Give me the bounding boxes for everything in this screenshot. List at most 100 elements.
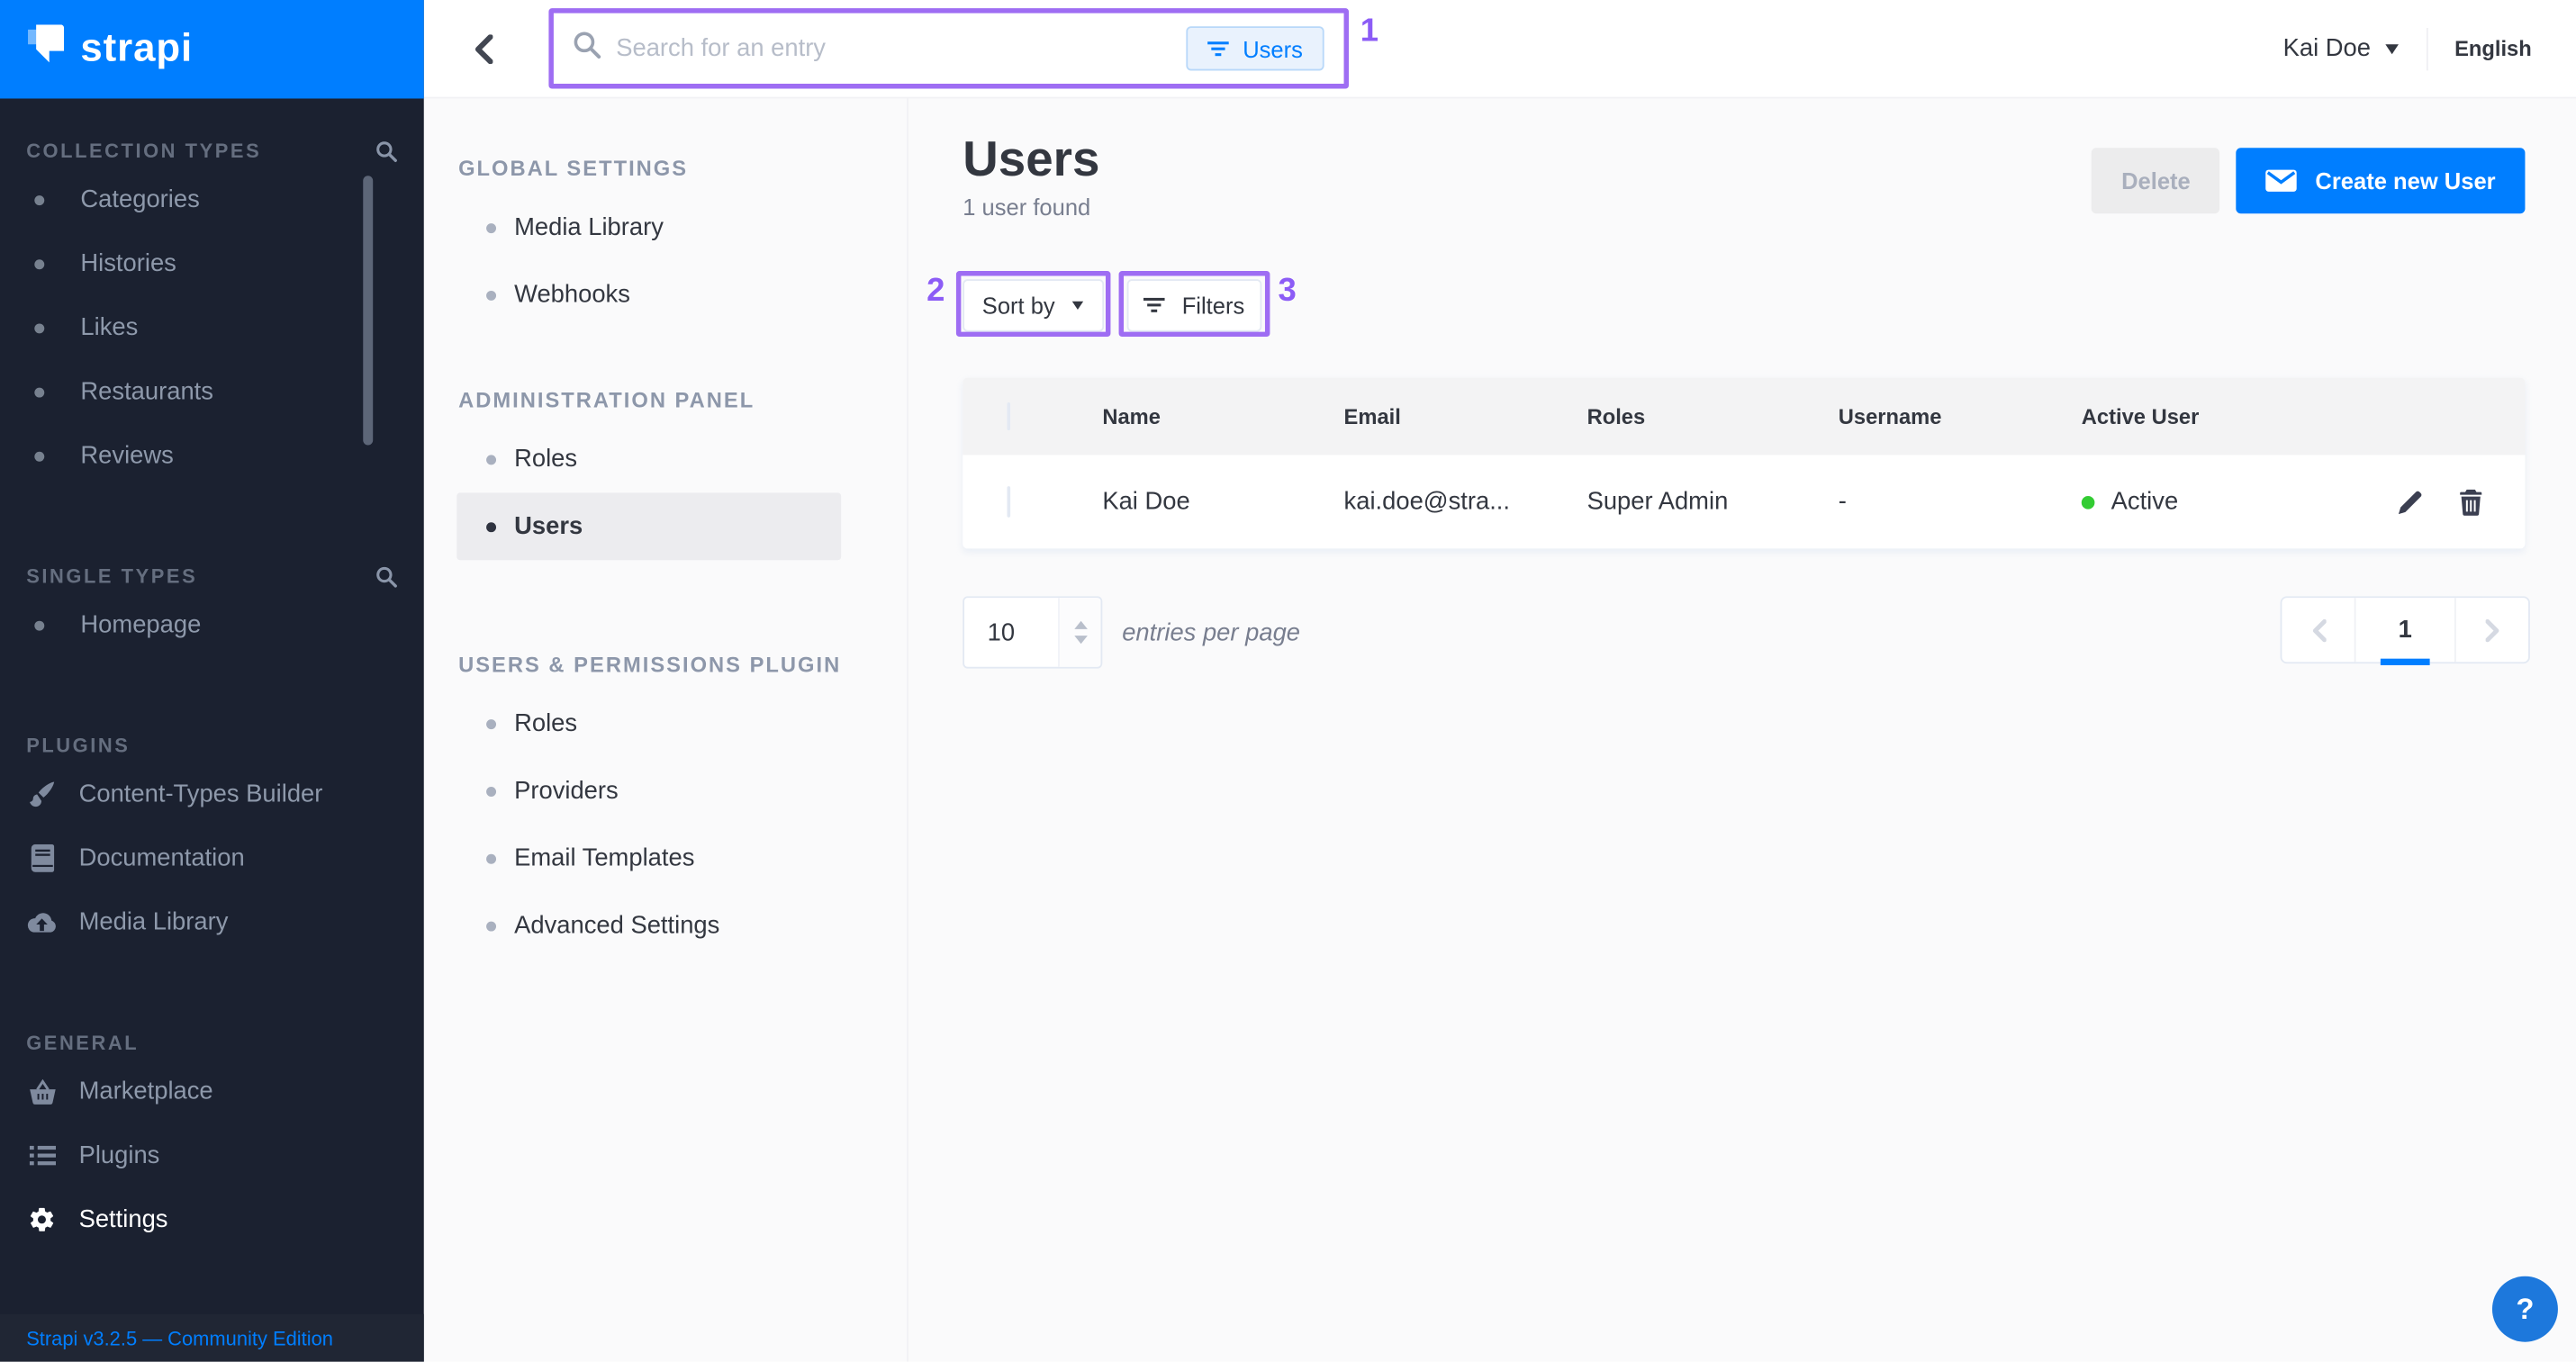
search-icon[interactable] xyxy=(375,565,398,589)
collection-types-label: COLLECTION TYPES xyxy=(26,140,262,163)
sidebar-item-media-library[interactable]: Media Library xyxy=(0,890,424,954)
subnav-item-label: Roles xyxy=(514,445,578,474)
language-selector[interactable]: English xyxy=(2454,36,2532,61)
help-button[interactable]: ? xyxy=(2491,1276,2558,1342)
envelope-icon xyxy=(2265,169,2298,193)
bullet-icon xyxy=(486,290,497,300)
global-settings-header: GLOBAL SETTINGS xyxy=(458,156,689,181)
entries-per-page-label: entries per page xyxy=(1122,618,1301,646)
row-checkbox[interactable] xyxy=(1007,486,1011,518)
sidebar-item-restaurants[interactable]: Restaurants xyxy=(0,360,424,424)
subnav-item-email-templates[interactable]: Email Templates xyxy=(424,825,907,892)
subnav-item-roles-admin[interactable]: Roles xyxy=(424,426,907,493)
sidebar-item-documentation[interactable]: Documentation xyxy=(0,826,424,890)
paint-brush-icon xyxy=(26,780,58,808)
page-size-select[interactable]: 10 xyxy=(963,596,1103,669)
table-row[interactable]: Kai Doe kai.doe@stra... Super Admin - Ac… xyxy=(963,455,2525,548)
subnav-item-providers[interactable]: Providers xyxy=(424,757,907,825)
filters-button[interactable]: Filters xyxy=(1126,279,1262,332)
subnav-item-media-library[interactable]: Media Library xyxy=(424,194,907,261)
topbar-right: Kai Doe English xyxy=(2283,0,2532,97)
users-table: Name Email Roles Username Active User Ka… xyxy=(963,377,2526,549)
bullet-icon xyxy=(34,619,45,630)
sort-by-button[interactable]: Sort by xyxy=(963,279,1105,332)
nav-section-single-types: SINGLE TYPES Homepage xyxy=(0,560,424,657)
bullet-icon xyxy=(486,718,497,729)
collection-types-header: COLLECTION TYPES xyxy=(0,135,424,167)
sidebar-item-settings[interactable]: Settings xyxy=(0,1187,424,1251)
sidebar-scrollbar-thumb[interactable] xyxy=(363,176,374,446)
subnav-item-label: Users xyxy=(514,512,583,541)
pagination: 1 xyxy=(2280,596,2530,665)
table-header-checkbox-cell xyxy=(963,402,1102,431)
page-title: Users xyxy=(963,132,1100,188)
create-new-user-button[interactable]: Create new User xyxy=(2236,148,2526,214)
arrow-down-icon xyxy=(1073,636,1087,645)
single-types-header: SINGLE TYPES xyxy=(0,560,424,592)
strapi-logo[interactable]: strapi xyxy=(0,0,424,99)
edit-pencil-icon[interactable] xyxy=(2398,489,2423,515)
nav-section-plugins: PLUGINS Content-Types Builder Documentat… xyxy=(0,729,424,954)
search-filter-tag-users[interactable]: Users xyxy=(1187,26,1324,71)
sidebar-item-label: Restaurants xyxy=(80,377,213,406)
delete-button[interactable]: Delete xyxy=(2092,148,2220,214)
list-icon xyxy=(26,1145,58,1167)
settings-subnav: GLOBAL SETTINGS Media Library Webhooks A… xyxy=(423,98,909,1362)
bullet-icon xyxy=(34,322,45,333)
sidebar-item-label: Marketplace xyxy=(78,1077,213,1105)
search-bar: Users xyxy=(548,0,1350,97)
strapi-logo-text: strapi xyxy=(80,26,194,71)
sidebar-item-marketplace[interactable]: Marketplace xyxy=(0,1060,424,1123)
row-checkbox-cell xyxy=(963,486,1102,518)
user-menu[interactable]: Kai Doe xyxy=(2283,34,2400,62)
page-size-control: 10 entries per page xyxy=(963,596,2530,669)
strapi-version-link[interactable]: Strapi v3.2.5 — Community Edition xyxy=(0,1313,424,1362)
column-header-username: Username xyxy=(1838,403,1942,429)
main-nav: COLLECTION TYPES Categories Histories Li… xyxy=(0,98,424,1251)
bullet-icon xyxy=(486,222,497,233)
sidebar-item-homepage[interactable]: Homepage xyxy=(0,593,424,657)
sidebar-item-reviews[interactable]: Reviews xyxy=(0,424,424,488)
divider xyxy=(2427,27,2428,70)
page-header-titles: Users 1 user found xyxy=(963,131,1099,221)
sidebar-item-label: Likes xyxy=(80,313,139,342)
table-toolbar: Sort by Filters xyxy=(963,279,2576,332)
sidebar-item-likes[interactable]: Likes xyxy=(0,295,424,359)
cell-name: Kai Doe xyxy=(1102,487,1190,516)
sidebar-item-content-types-builder[interactable]: Content-Types Builder xyxy=(0,762,424,826)
next-page-chevron-icon[interactable] xyxy=(2456,598,2528,662)
previous-page-chevron-icon[interactable] xyxy=(2282,598,2354,662)
sidebar-item-categories[interactable]: Categories xyxy=(0,167,424,231)
bullet-icon xyxy=(34,258,45,269)
subnav-item-label: Advanced Settings xyxy=(514,911,720,940)
topbar: Users Kai Doe English xyxy=(423,0,2576,99)
subnav-item-roles-plugin[interactable]: Roles xyxy=(424,690,907,757)
delete-trash-icon[interactable] xyxy=(2459,488,2482,516)
page-number[interactable]: 1 xyxy=(2354,598,2456,665)
bullet-icon xyxy=(486,521,497,532)
page-size-stepper[interactable] xyxy=(1058,598,1101,667)
subnav-section-administration-panel: ADMINISTRATION PANEL Roles Users xyxy=(424,388,907,561)
subnav-item-users[interactable]: Users xyxy=(456,492,842,561)
sidebar-item-plugins[interactable]: Plugins xyxy=(0,1123,424,1187)
sidebar-item-label: Histories xyxy=(80,249,176,278)
sidebar-item-label: Content-Types Builder xyxy=(78,780,323,808)
cloud-upload-icon xyxy=(26,911,58,934)
sidebar-item-label: Categories xyxy=(80,185,200,214)
search-icon[interactable] xyxy=(375,140,398,163)
back-chevron-icon[interactable] xyxy=(473,34,496,65)
subnav-item-advanced-settings[interactable]: Advanced Settings xyxy=(424,892,907,960)
page-size-value: 10 xyxy=(987,618,1016,646)
bullet-icon xyxy=(486,786,497,797)
select-all-checkbox[interactable] xyxy=(1007,402,1011,431)
sidebar-item-label: Plugins xyxy=(78,1141,160,1170)
bullet-icon xyxy=(486,852,497,863)
sidebar-item-histories[interactable]: Histories xyxy=(0,231,424,295)
general-label: GENERAL xyxy=(26,1031,140,1055)
cell-active-status: Active xyxy=(2081,488,2367,516)
sidebar-item-label: Homepage xyxy=(80,610,202,639)
search-input[interactable] xyxy=(616,34,1172,63)
bullet-icon xyxy=(34,450,45,461)
subnav-item-webhooks[interactable]: Webhooks xyxy=(424,261,907,329)
book-icon xyxy=(26,843,58,872)
